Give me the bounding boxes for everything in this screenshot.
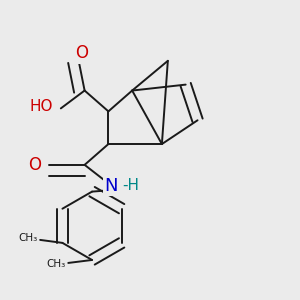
Text: O: O bbox=[75, 44, 88, 62]
Text: CH₃: CH₃ bbox=[46, 260, 65, 269]
Text: -H: -H bbox=[122, 178, 139, 193]
Text: N: N bbox=[105, 177, 118, 195]
Text: O: O bbox=[28, 156, 41, 174]
Text: HO: HO bbox=[30, 99, 53, 114]
Text: CH₃: CH₃ bbox=[18, 233, 37, 243]
